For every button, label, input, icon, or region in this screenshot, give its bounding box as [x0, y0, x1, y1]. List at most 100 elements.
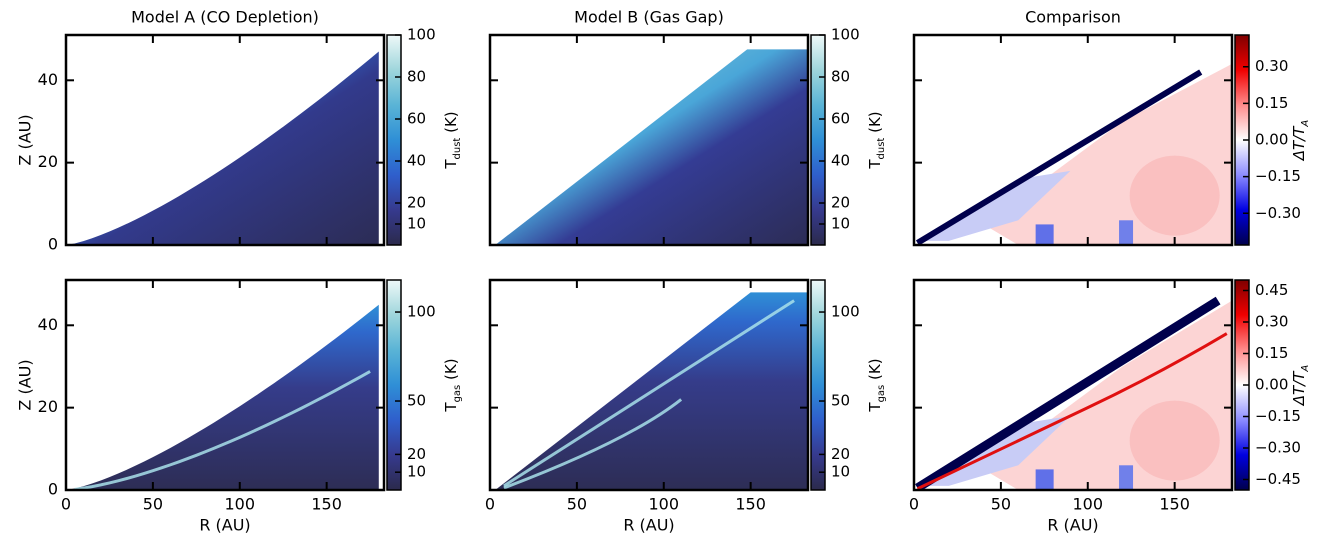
positive-core: [1129, 400, 1220, 481]
colorbar-tick-label: 20: [407, 194, 426, 212]
colorbar-label: ΔT/TA: [1290, 365, 1311, 407]
colorbar-label-subscript: A: [1300, 120, 1311, 128]
colorbar-tick-label: 100: [831, 303, 860, 321]
colorbar-label-subscript: A: [1300, 365, 1311, 373]
cold-edge: [915, 69, 1203, 245]
colorbar: [810, 34, 826, 246]
y-tick-label: 0: [48, 480, 58, 499]
axes-frame: [912, 278, 1234, 492]
colorbar-label-part: T: [866, 159, 884, 170]
colorbar-tick-label: 10: [831, 215, 850, 233]
colorbar-label-part: (K): [866, 111, 884, 137]
colorbar: [386, 279, 402, 491]
colorbar-label-part: (K): [442, 358, 460, 384]
negative-patch: [1035, 469, 1054, 490]
colorbar: [810, 279, 826, 491]
colorbar-tick-label: −0.45: [1255, 470, 1301, 488]
colorbar-tick-label: 60: [407, 110, 426, 128]
axes-frame: [488, 33, 810, 247]
x-tick-label: 0: [61, 495, 71, 514]
colorbar-label-part: (K): [442, 111, 460, 137]
axes-frame: [912, 33, 1234, 247]
colorbar-label-part: (K): [866, 358, 884, 384]
colorbar-label-part: ΔT/T: [1290, 125, 1308, 161]
colorbar-label-subscript: dust: [876, 138, 887, 160]
temperature-field: [495, 49, 808, 245]
colorbar-label-part: ΔT/T: [1290, 370, 1308, 406]
colorbar-tick-label: 20: [407, 445, 426, 463]
y-axis-label: Z (AU): [16, 359, 35, 410]
colorbar-label: Tdust (K): [866, 111, 887, 169]
warm-layer: [503, 398, 683, 490]
colorbar-tick-label: 80: [831, 68, 850, 86]
colorbar-tick-label: 80: [407, 68, 426, 86]
warm-layer: [74, 370, 371, 490]
colorbar-tick-label: 10: [831, 463, 850, 481]
panel-title: Model B (Gas Gap): [574, 8, 724, 27]
negative-patch: [1119, 465, 1134, 490]
x-tick-label: 150: [1159, 495, 1190, 514]
field: [915, 296, 1232, 490]
negative-patch: [1119, 220, 1134, 245]
hot-streak: [916, 332, 1228, 490]
colorbar-label-subscript: dust: [452, 138, 463, 160]
colorbar-label-part: T: [442, 159, 460, 170]
x-tick-label: 50: [143, 495, 163, 514]
colorbar-tick-label: 0.00: [1255, 131, 1288, 149]
colorbar-tick-label: 10: [407, 463, 426, 481]
temperature-field: [66, 51, 379, 245]
x-axis-label: R (AU): [199, 516, 250, 535]
x-tick-label: 0: [909, 495, 919, 514]
colorbar-tick-label: 50: [831, 392, 850, 410]
colorbar-tick-label: 0.30: [1255, 313, 1288, 331]
colorbar-tick-label: 60: [831, 110, 850, 128]
colorbar-label-part: T: [442, 402, 460, 413]
negative-patch: [1035, 224, 1054, 245]
colorbar-label-part: T: [866, 402, 884, 413]
x-tick-label: 0: [485, 495, 495, 514]
colorbar-tick-label: 40: [831, 152, 850, 170]
x-tick-label: 50: [991, 495, 1011, 514]
colorbar-tick-label: 0.45: [1255, 281, 1288, 299]
colorbar-tick-label: 0.15: [1255, 344, 1288, 362]
x-tick-label: 50: [567, 495, 587, 514]
colorbar-tick-label: −0.30: [1255, 204, 1301, 222]
panel-title: Comparison: [1025, 8, 1121, 27]
colorbar-tick-label: 0.15: [1255, 94, 1288, 112]
cold-edge: [915, 296, 1221, 490]
colorbar-label: ΔT/TA: [1290, 120, 1311, 162]
colorbar-tick-label: −0.15: [1255, 167, 1301, 185]
x-axis-label: R (AU): [1047, 516, 1098, 535]
positive-core: [1129, 155, 1220, 236]
colorbar-tick-label: −0.30: [1255, 439, 1301, 457]
colorbar-tick-label: 50: [407, 392, 426, 410]
colorbar-tick-label: 20: [831, 194, 850, 212]
colorbar-tick-label: 100: [831, 26, 860, 44]
colorbar-tick-label: 100: [407, 26, 436, 44]
warm-layer: [503, 299, 795, 488]
colorbar-label: Tgas (K): [866, 358, 887, 412]
negative-patch: [922, 170, 1071, 241]
colorbar-tick-label: 10: [407, 215, 426, 233]
colorbar-tick-label: 40: [407, 152, 426, 170]
field: [495, 292, 808, 490]
colorbar-tick-label: 0.00: [1255, 376, 1288, 394]
x-tick-label: 100: [1072, 495, 1103, 514]
colorbar-label-subscript: gas: [876, 385, 887, 403]
x-axis-label: R (AU): [623, 516, 674, 535]
field: [495, 49, 808, 245]
x-tick-label: 100: [648, 495, 679, 514]
colorbar: [386, 34, 402, 246]
y-axis-label: Z (AU): [16, 114, 35, 165]
y-tick-label: 20: [38, 152, 58, 171]
y-tick-label: 40: [38, 315, 58, 334]
field: [915, 63, 1232, 245]
axes-frame: [64, 278, 386, 492]
colorbar-label: Tgas (K): [442, 358, 463, 412]
x-tick-label: 150: [735, 495, 766, 514]
colorbar-tick-label: −0.15: [1255, 407, 1301, 425]
temperature-field: [66, 304, 379, 490]
colorbar-tick-label: 100: [407, 303, 436, 321]
axes-frame: [488, 278, 810, 492]
